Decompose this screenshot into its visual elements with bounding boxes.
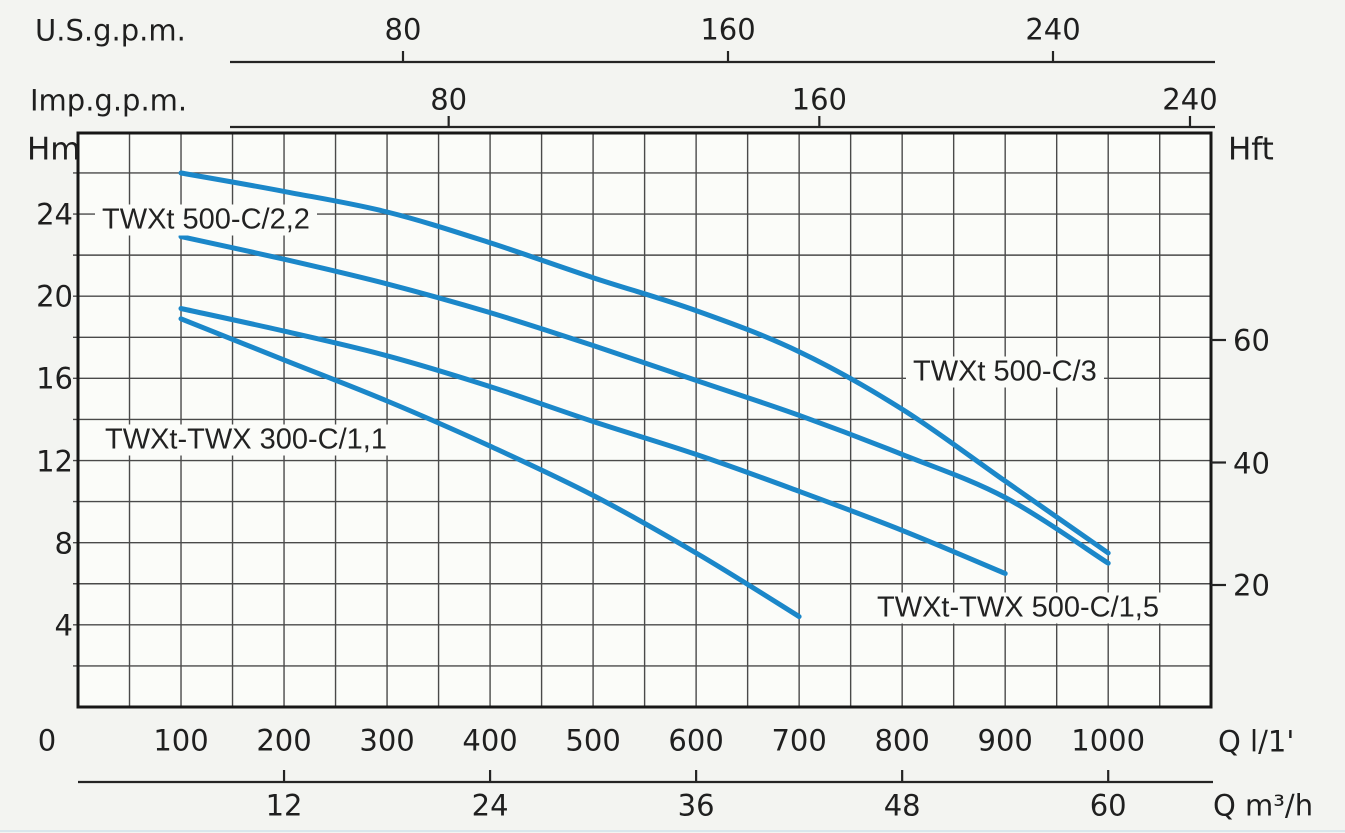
imp-gpm-tick-80: 80 — [430, 82, 468, 117]
imp-gpm-axis — [230, 116, 1215, 129]
lmin-tick-800: 800 — [874, 723, 930, 758]
imp-gpm-tick-160: 160 — [791, 82, 847, 117]
hm-tick-12: 12 — [36, 444, 73, 479]
hm-tick-20: 20 — [36, 279, 73, 314]
curve-label-twxt-twx-500-c-1-5: TWXt-TWX 500-C/1,5 — [870, 592, 1166, 624]
m3h-tick-48: 48 — [883, 788, 921, 823]
hm-tick-4: 4 — [54, 608, 73, 643]
m3h-tick-36: 36 — [677, 788, 715, 823]
lmin-tick-300: 300 — [359, 723, 415, 758]
us-gpm-tick-80: 80 — [384, 12, 422, 47]
m3h-tick-12: 12 — [265, 788, 303, 823]
curve-twxt-500-c-3 — [178, 170, 1111, 556]
m3h-tick-24: 24 — [471, 788, 509, 823]
origin-zero-label: 0 — [37, 723, 57, 758]
hm-tick-8: 8 — [54, 526, 73, 561]
m3h-axis — [78, 770, 1213, 784]
lmin-tick-500: 500 — [565, 723, 621, 758]
head-meters-axis-label: Hm — [27, 131, 81, 168]
head-feet-axis-label: Hft — [1228, 131, 1274, 168]
imp-gpm-axis-label: Imp.g.p.m. — [30, 83, 188, 118]
hft-axis — [1211, 338, 1226, 587]
curve-twxt-twx-300-c-1-1 — [178, 316, 802, 620]
curve-label-twxt-500-c-3: TWXt 500-C/3 — [906, 356, 1104, 388]
hft-tick-40: 40 — [1233, 446, 1270, 480]
hm-tick-24: 24 — [36, 197, 73, 232]
hm-tick-16: 16 — [36, 361, 73, 396]
pump-curves — [178, 170, 1111, 620]
lmin-tick-600: 600 — [668, 723, 724, 758]
us-gpm-tick-240: 240 — [1025, 12, 1081, 47]
us-gpm-axis — [230, 51, 1215, 64]
flow-m3h-axis-label: Q m³/h — [1213, 788, 1314, 823]
gridlines — [73, 133, 1211, 707]
lmin-tick-700: 700 — [771, 723, 827, 758]
lmin-tick-100: 100 — [153, 723, 209, 758]
hft-tick-60: 60 — [1233, 323, 1270, 358]
plot-border — [76, 131, 1213, 709]
hft-tick-20: 20 — [1233, 568, 1270, 603]
curve-twxt-twx-500-c-1-5 — [178, 306, 1008, 576]
lmin-tick-900: 900 — [977, 723, 1033, 758]
m3h-tick-60: 60 — [1089, 788, 1127, 823]
curve-label-twxt-500-c-2-2: TWXt 500-C/2,2 — [95, 204, 317, 236]
curve-label-twxt-twx-300-c-1-1: TWXt-TWX 300-C/1,1 — [98, 424, 394, 456]
curve-twxt-500-c-2-2 — [178, 234, 1111, 566]
us-gpm-tick-160: 160 — [700, 12, 756, 47]
lmin-tick-1000: 1000 — [1071, 723, 1146, 758]
lmin-tick-400: 400 — [462, 723, 518, 758]
imp-gpm-tick-240: 240 — [1162, 82, 1218, 117]
scan-artifact-line — [0, 830, 1345, 832]
lmin-tick-200: 200 — [256, 723, 312, 758]
us-gpm-axis-label: U.S.g.p.m. — [35, 13, 186, 48]
flow-lmin-axis-label: Q l/1' — [1218, 724, 1295, 759]
